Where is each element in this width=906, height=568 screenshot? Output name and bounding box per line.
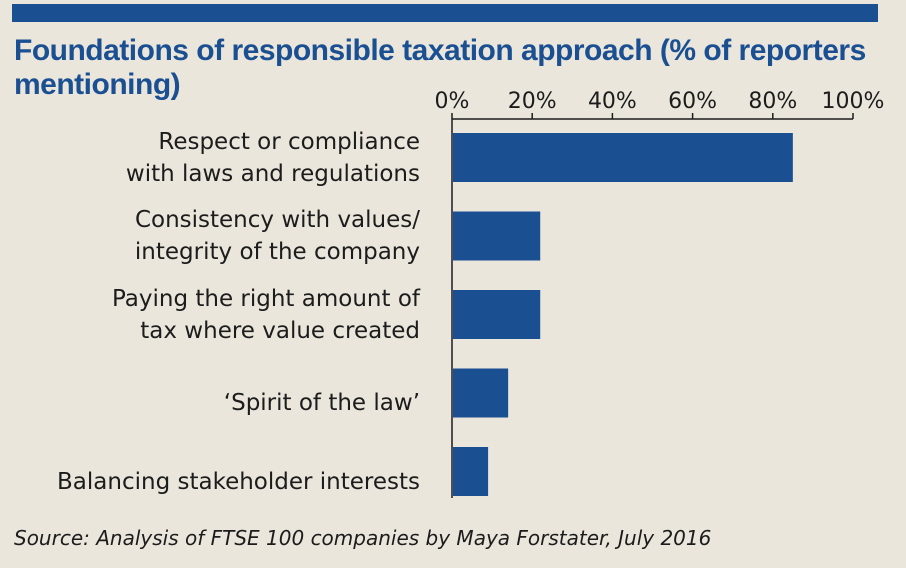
category-label-line: ‘Spirit of the law’ — [223, 390, 420, 416]
x-tick-label: 80% — [748, 89, 797, 114]
bar-4 — [453, 368, 509, 418]
category-label-line: with laws and regulations — [125, 160, 420, 187]
x-tick-label: 100% — [822, 89, 885, 114]
category-label: ‘Spirit of the law’ — [224, 387, 420, 419]
chart-title-line-1: Foundations of responsible taxation appr… — [14, 34, 866, 67]
x-tick-label: 0% — [435, 89, 470, 114]
category-label: Balancing stakeholder interests — [57, 466, 420, 498]
category-label: Respect or compliance with laws and regul… — [126, 126, 420, 190]
chart-title-line-2: mentioning) — [14, 68, 181, 101]
category-label: Paying the right amount of tax where valu… — [112, 283, 420, 347]
x-tick-label: 40% — [588, 89, 637, 114]
chart-title: Foundations of responsible taxation appr… — [14, 34, 894, 102]
category-label: Consistency with values/integrity of the… — [135, 204, 420, 268]
category-label-line: Consistency with values/ — [134, 207, 420, 233]
category-label-line: Respect or compliance — [158, 128, 420, 155]
category-label-line: tax where value created — [140, 317, 420, 344]
x-tick-label: 20% — [508, 89, 557, 114]
header-rule-bar — [12, 4, 878, 22]
category-label-line: Balancing stakeholder interests — [57, 468, 420, 495]
bar-5 — [453, 447, 489, 496]
bar-3 — [453, 290, 541, 339]
category-label-line: Paying the right amount of — [111, 285, 420, 312]
bar-2 — [453, 211, 541, 261]
category-label-line: integrity of the company — [134, 239, 420, 265]
x-tick-label: 60% — [668, 89, 717, 114]
bar-1 — [453, 133, 793, 182]
source-note: Source: Analysis of FTSE 100 companies b… — [14, 526, 712, 550]
